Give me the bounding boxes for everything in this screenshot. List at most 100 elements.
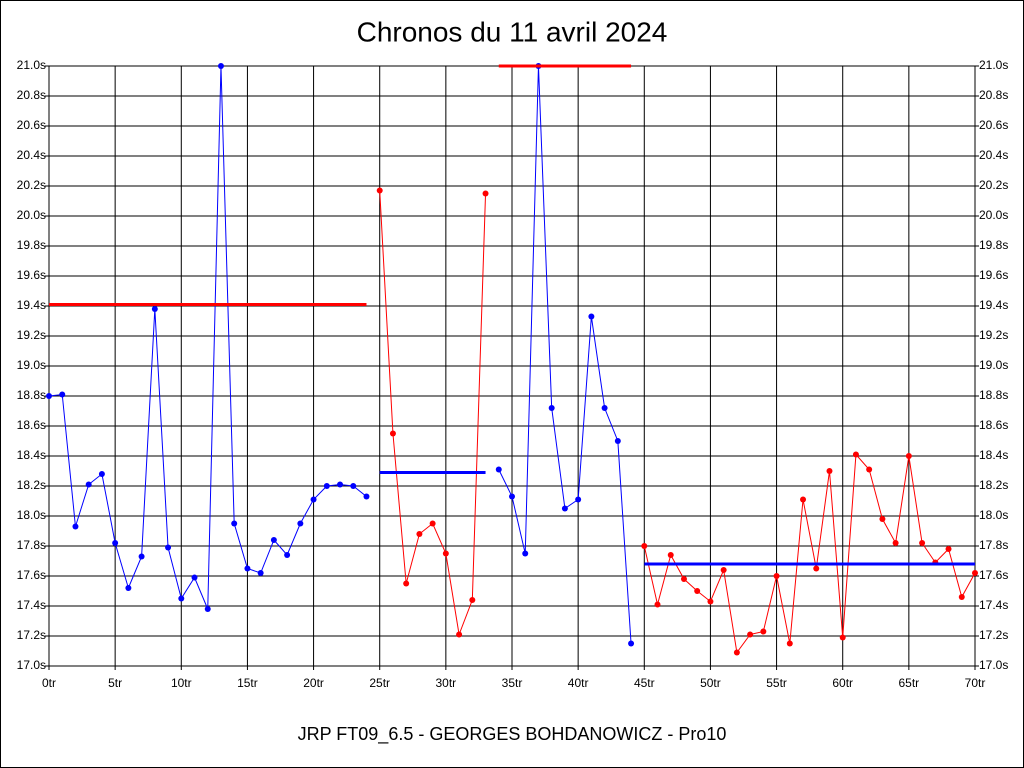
y-tick-label: 17.0s [17, 658, 46, 672]
y2-tick-label: 21.0s [979, 58, 1008, 72]
data-point [389, 430, 396, 437]
x-tick-label: 30tr [436, 676, 457, 690]
data-point [601, 405, 608, 411]
y-tick-label: 18.2s [17, 478, 46, 492]
data-point [165, 544, 172, 551]
data-point [323, 483, 330, 489]
data-point [561, 505, 568, 512]
data-point [839, 634, 846, 641]
data-point [482, 190, 489, 197]
y-tick-label: 17.4s [17, 598, 46, 612]
data-point [231, 520, 238, 527]
data-point [456, 631, 463, 638]
data-point [138, 553, 145, 560]
x-tick-label: 35tr [502, 676, 523, 690]
data-point [350, 483, 357, 489]
data-point [852, 451, 859, 458]
data-point [707, 598, 714, 605]
y2-tick-label: 20.8s [979, 88, 1008, 102]
data-point [654, 601, 661, 608]
data-point [442, 550, 449, 557]
data-point [720, 567, 727, 573]
y2-tick-label: 20.4s [979, 148, 1008, 162]
y-tick-label: 18.8s [17, 388, 46, 402]
data-point [363, 493, 370, 500]
data-point [760, 628, 767, 635]
x-tick-label: 20tr [303, 676, 324, 690]
data-point [800, 496, 807, 503]
y2-tick-label: 18.4s [979, 448, 1008, 462]
data-point [403, 580, 410, 587]
y-tick-label: 17.8s [17, 538, 46, 552]
data-point [667, 552, 674, 558]
data-point [191, 574, 198, 581]
y-tick-label: 19.6s [17, 268, 46, 282]
x-tick-label: 60tr [832, 676, 853, 690]
x-tick-label: 15tr [237, 676, 258, 690]
footer: JRP FT09_6.5 - GEORGES BOHDANOWICZ - Pro… [298, 724, 727, 745]
y-tick-label: 19.2s [17, 328, 46, 342]
y-tick-label: 18.0s [17, 508, 46, 522]
data-point [509, 493, 515, 500]
data-point [680, 576, 687, 582]
data-point [151, 306, 158, 312]
data-point [59, 391, 66, 398]
data-point [919, 540, 926, 546]
data-point [98, 471, 105, 477]
data-point [628, 640, 635, 647]
data-point [522, 550, 529, 557]
data-point [376, 187, 383, 194]
x-tick-label: 0tr [42, 676, 56, 690]
x-tick-label: 40tr [568, 676, 589, 690]
data-point [879, 516, 886, 522]
data-point [588, 313, 595, 320]
data-point [575, 496, 582, 503]
data-point [972, 570, 978, 576]
data-point [310, 496, 317, 503]
y-tick-label: 19.0s [17, 358, 46, 372]
y2-tick-label: 17.4s [979, 598, 1008, 612]
data-point [204, 606, 211, 612]
data-point [469, 597, 476, 603]
y-tick-label: 17.2s [17, 628, 46, 642]
x-tick-label: 65tr [899, 676, 920, 690]
y2-tick-label: 19.6s [979, 268, 1008, 282]
x-tick-label: 50tr [700, 676, 721, 690]
x-tick-label: 70tr [965, 676, 986, 690]
data-point [945, 546, 952, 552]
y2-tick-label: 18.0s [979, 508, 1008, 522]
y2-tick-label: 20.2s [979, 178, 1008, 192]
data-point [548, 405, 555, 411]
y2-tick-label: 17.8s [979, 538, 1008, 552]
y-tick-label: 20.4s [17, 148, 46, 162]
y-tick-label: 18.6s [17, 418, 46, 432]
data-point [297, 520, 304, 527]
data-point [892, 540, 899, 546]
data-point [178, 595, 185, 602]
x-tick-label: 5tr [108, 676, 122, 690]
data-point [429, 520, 436, 527]
y-tick-label: 20.6s [17, 118, 46, 132]
y2-tick-label: 19.2s [979, 328, 1008, 342]
y2-tick-label: 19.0s [979, 358, 1008, 372]
y-tick-label: 18.4s [17, 448, 46, 462]
x-tick-label: 45tr [634, 676, 655, 690]
y-tick-label: 20.2s [17, 178, 46, 192]
data-point [46, 393, 52, 399]
y-tick-label: 20.8s [17, 88, 46, 102]
y2-tick-label: 19.4s [979, 298, 1008, 312]
y2-tick-label: 19.8s [979, 238, 1008, 252]
data-point [958, 594, 965, 600]
data-point [866, 466, 873, 473]
data-point [641, 543, 648, 549]
data-point [905, 453, 912, 459]
x-tick-label: 10tr [171, 676, 192, 690]
data-point [284, 552, 291, 558]
y-tick-label: 21.0s [17, 58, 46, 72]
chart-title: Chronos du 11 avril 2024 [357, 16, 668, 47]
y-tick-label: 19.8s [17, 238, 46, 252]
x-tick-label: 25tr [369, 676, 390, 690]
y2-tick-label: 17.2s [979, 628, 1008, 642]
data-point [244, 565, 251, 572]
